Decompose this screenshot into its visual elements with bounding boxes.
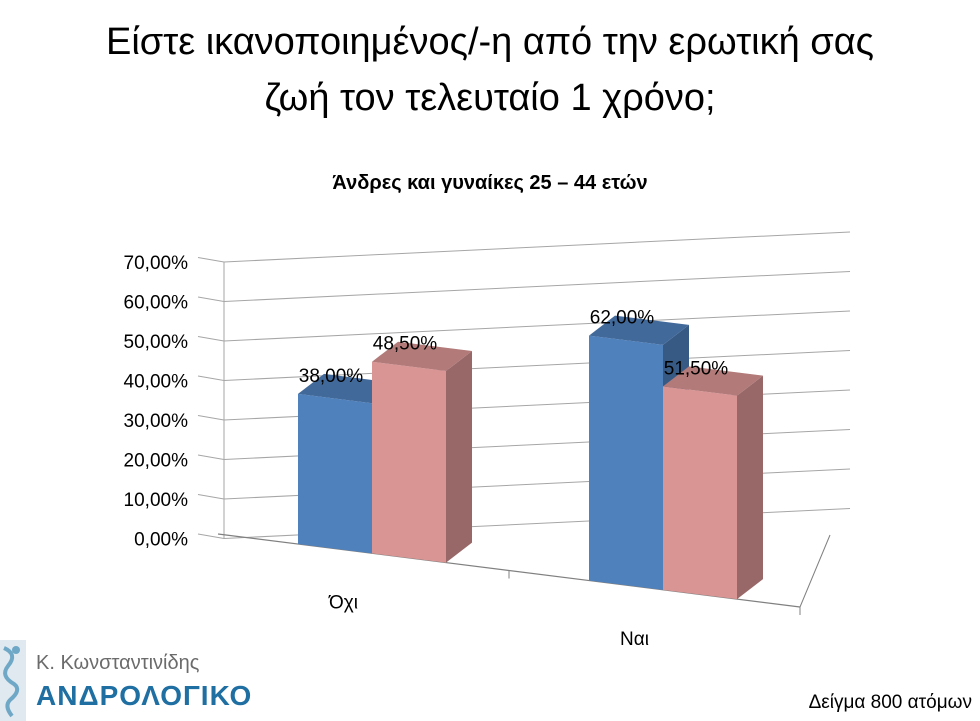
slide-title-line-2: ζωή τον τελευταίο 1 χρόνο; [264, 77, 716, 119]
y-tick-label: 70,00% [124, 253, 189, 274]
side-gridline [197, 257, 225, 263]
y-tick-label: 20,00% [124, 451, 189, 472]
y-tick-label: 10,00% [124, 490, 189, 511]
bar-side [446, 351, 472, 563]
bar-side [737, 375, 763, 600]
y-tick-label: 40,00% [124, 372, 189, 393]
side-gridline [197, 454, 225, 460]
bar [589, 335, 663, 590]
data-label: 48,50% [373, 334, 438, 355]
y-tick-label: 50,00% [124, 332, 189, 353]
bar [663, 386, 737, 600]
side-gridline [197, 494, 225, 500]
bar [298, 393, 372, 554]
chart-title: Άνδρες και γυναίκες 25 – 44 ετών [332, 172, 648, 194]
x-tick-label: Ναι [620, 629, 649, 650]
doctor-name: Κ. Κωνσταντινίδης [36, 652, 200, 674]
y-tick-label: 30,00% [124, 411, 189, 432]
sample-note: Δείγμα 800 ατόμων [808, 692, 972, 713]
side-gridline [197, 296, 225, 302]
caduceus-icon [0, 640, 26, 721]
data-label: 51,50% [664, 358, 729, 379]
bar-top [663, 366, 763, 396]
slide-title-line-1: Είστε ικανοποιημένος/-η από την ερωτική … [105, 21, 874, 63]
gridline [223, 271, 851, 302]
side-gridline [197, 375, 225, 381]
x-tick-label: Όχι [328, 592, 358, 613]
gridline [223, 310, 851, 342]
side-gridline [197, 336, 225, 342]
gridline [223, 231, 851, 263]
data-label: 38,00% [299, 366, 364, 387]
logo: Κ. Κωνσταντινίδης ΑΝΔΡΟΛΟΓΙΚΟ [0, 640, 300, 721]
side-gridline [197, 533, 225, 539]
brand-name: ΑΝΔΡΟΛΟΓΙΚΟ [36, 680, 253, 711]
bar [372, 361, 446, 563]
floor-edge [799, 534, 831, 608]
bar-top [589, 315, 689, 345]
data-label: 62,00% [590, 308, 655, 329]
bar-top [372, 341, 472, 372]
side-gridline [197, 415, 225, 421]
y-tick-label: 60,00% [124, 293, 189, 314]
y-tick-label: 0,00% [134, 530, 188, 551]
slide-title: Είστε ικανοποιημένος/-η από την ερωτική … [0, 14, 980, 126]
